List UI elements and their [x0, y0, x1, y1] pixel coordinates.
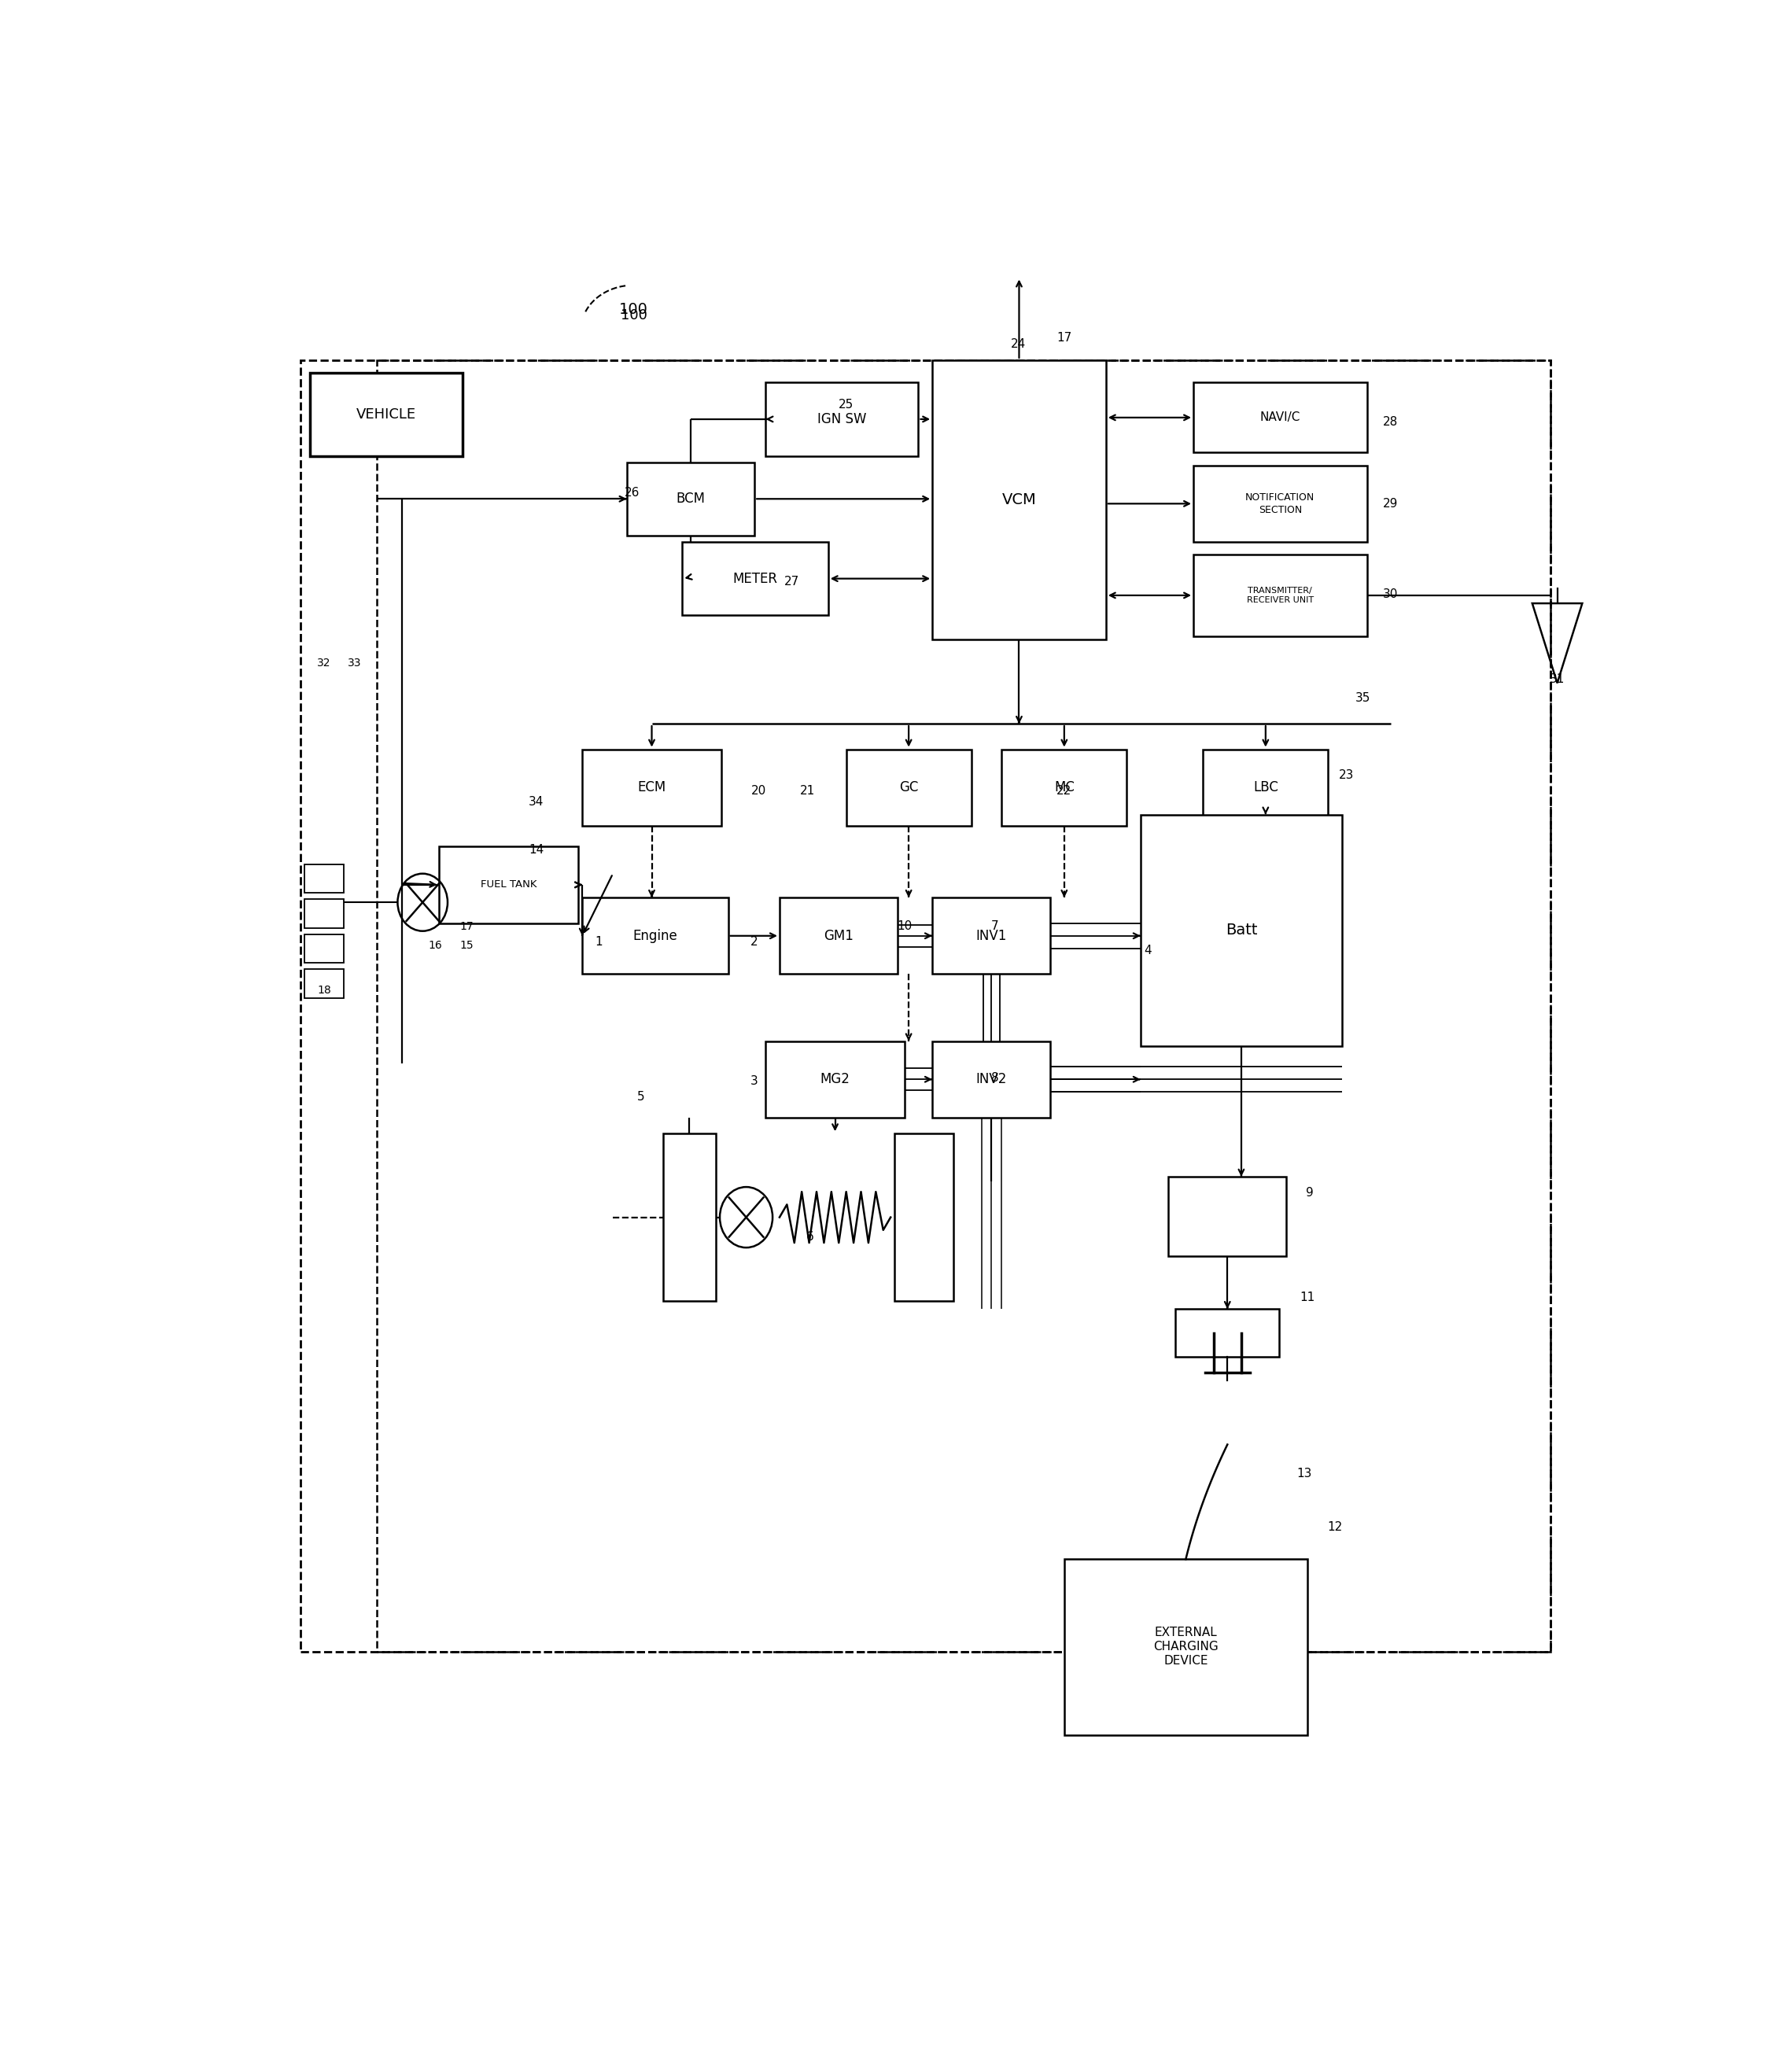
Text: 29: 29 [1383, 497, 1398, 509]
Text: 2: 2 [751, 936, 758, 949]
Text: GM1: GM1 [824, 928, 853, 942]
Bar [765, 383, 919, 456]
Bar [305, 899, 344, 928]
Text: 11: 11 [1299, 1292, 1315, 1305]
Text: 100: 100 [620, 302, 649, 317]
Text: 14: 14 [529, 843, 545, 855]
Bar [1142, 814, 1342, 1046]
Text: 22: 22 [1057, 785, 1072, 797]
Text: TRANSMITTER/
RECEIVER UNIT: TRANSMITTER/ RECEIVER UNIT [1247, 586, 1314, 605]
Bar [582, 750, 720, 826]
Bar [1193, 555, 1367, 636]
Bar [683, 543, 828, 615]
Text: 4: 4 [1143, 944, 1150, 957]
Bar [663, 1133, 715, 1301]
Bar [301, 360, 1550, 1653]
Bar [305, 969, 344, 998]
Text: EXTERNAL
CHARGING
DEVICE: EXTERNAL CHARGING DEVICE [1154, 1628, 1219, 1667]
Text: METER: METER [733, 572, 778, 586]
Text: NOTIFICATION
SECTION: NOTIFICATION SECTION [1245, 493, 1315, 516]
Bar [1193, 383, 1367, 454]
Bar [1168, 1176, 1287, 1257]
Text: VCM: VCM [1002, 493, 1036, 507]
Text: 24: 24 [1011, 338, 1027, 350]
Text: 13: 13 [1297, 1468, 1312, 1479]
Text: 27: 27 [785, 576, 799, 588]
Bar [765, 1042, 905, 1118]
Text: 17: 17 [461, 922, 473, 932]
Text: MG2: MG2 [821, 1073, 849, 1087]
Text: GC: GC [900, 781, 918, 795]
Text: Batt: Batt [1226, 924, 1258, 938]
Text: INV1: INV1 [977, 928, 1007, 942]
Bar [627, 462, 754, 536]
Text: LBC: LBC [1253, 781, 1278, 795]
Text: 16: 16 [428, 940, 443, 951]
Text: 18: 18 [317, 984, 332, 996]
Text: 20: 20 [751, 785, 767, 797]
Text: 26: 26 [625, 487, 640, 499]
Text: 30: 30 [1383, 588, 1398, 601]
Bar [894, 1133, 953, 1301]
Text: IGN SW: IGN SW [817, 412, 867, 427]
Text: NAVI/C: NAVI/C [1260, 412, 1301, 422]
Bar [932, 1042, 1050, 1118]
Bar [1193, 466, 1367, 543]
Text: 28: 28 [1383, 416, 1398, 429]
Text: ECM: ECM [638, 781, 667, 795]
Text: 21: 21 [799, 785, 815, 797]
Text: 3: 3 [751, 1075, 758, 1087]
Text: 25: 25 [839, 400, 853, 410]
Text: 10: 10 [898, 920, 912, 932]
Bar [1202, 750, 1328, 826]
Bar [932, 897, 1050, 973]
Text: 100: 100 [620, 309, 647, 323]
Text: BCM: BCM [676, 491, 706, 505]
Text: 8: 8 [991, 1073, 998, 1083]
Bar [305, 864, 344, 893]
Text: 23: 23 [1339, 768, 1353, 781]
Text: 1: 1 [595, 936, 602, 949]
Bar [780, 897, 898, 973]
Text: 5: 5 [636, 1091, 645, 1102]
Text: 15: 15 [461, 940, 473, 951]
Text: 33: 33 [348, 659, 362, 669]
Text: VEHICLE: VEHICLE [357, 408, 416, 420]
Bar [1064, 1559, 1308, 1735]
Text: 9: 9 [1306, 1187, 1314, 1199]
Text: MC: MC [1054, 781, 1075, 795]
Text: 17: 17 [1057, 331, 1072, 344]
Bar [439, 847, 579, 924]
Text: INV2: INV2 [977, 1073, 1007, 1087]
Text: Engine: Engine [633, 928, 677, 942]
Bar [582, 897, 728, 973]
Text: 7: 7 [991, 920, 998, 932]
Text: 12: 12 [1328, 1522, 1342, 1533]
Text: 6: 6 [806, 1232, 814, 1243]
Text: FUEL TANK: FUEL TANK [480, 880, 538, 891]
Text: 32: 32 [317, 659, 332, 669]
Bar [1002, 750, 1127, 826]
Bar [305, 934, 344, 963]
Bar [846, 750, 971, 826]
Bar [376, 360, 1550, 1653]
Bar [1176, 1309, 1279, 1357]
Text: 34: 34 [529, 795, 545, 808]
Text: 35: 35 [1355, 692, 1371, 704]
Bar [932, 360, 1106, 640]
Text: 31: 31 [1550, 673, 1564, 686]
Bar [310, 373, 462, 456]
